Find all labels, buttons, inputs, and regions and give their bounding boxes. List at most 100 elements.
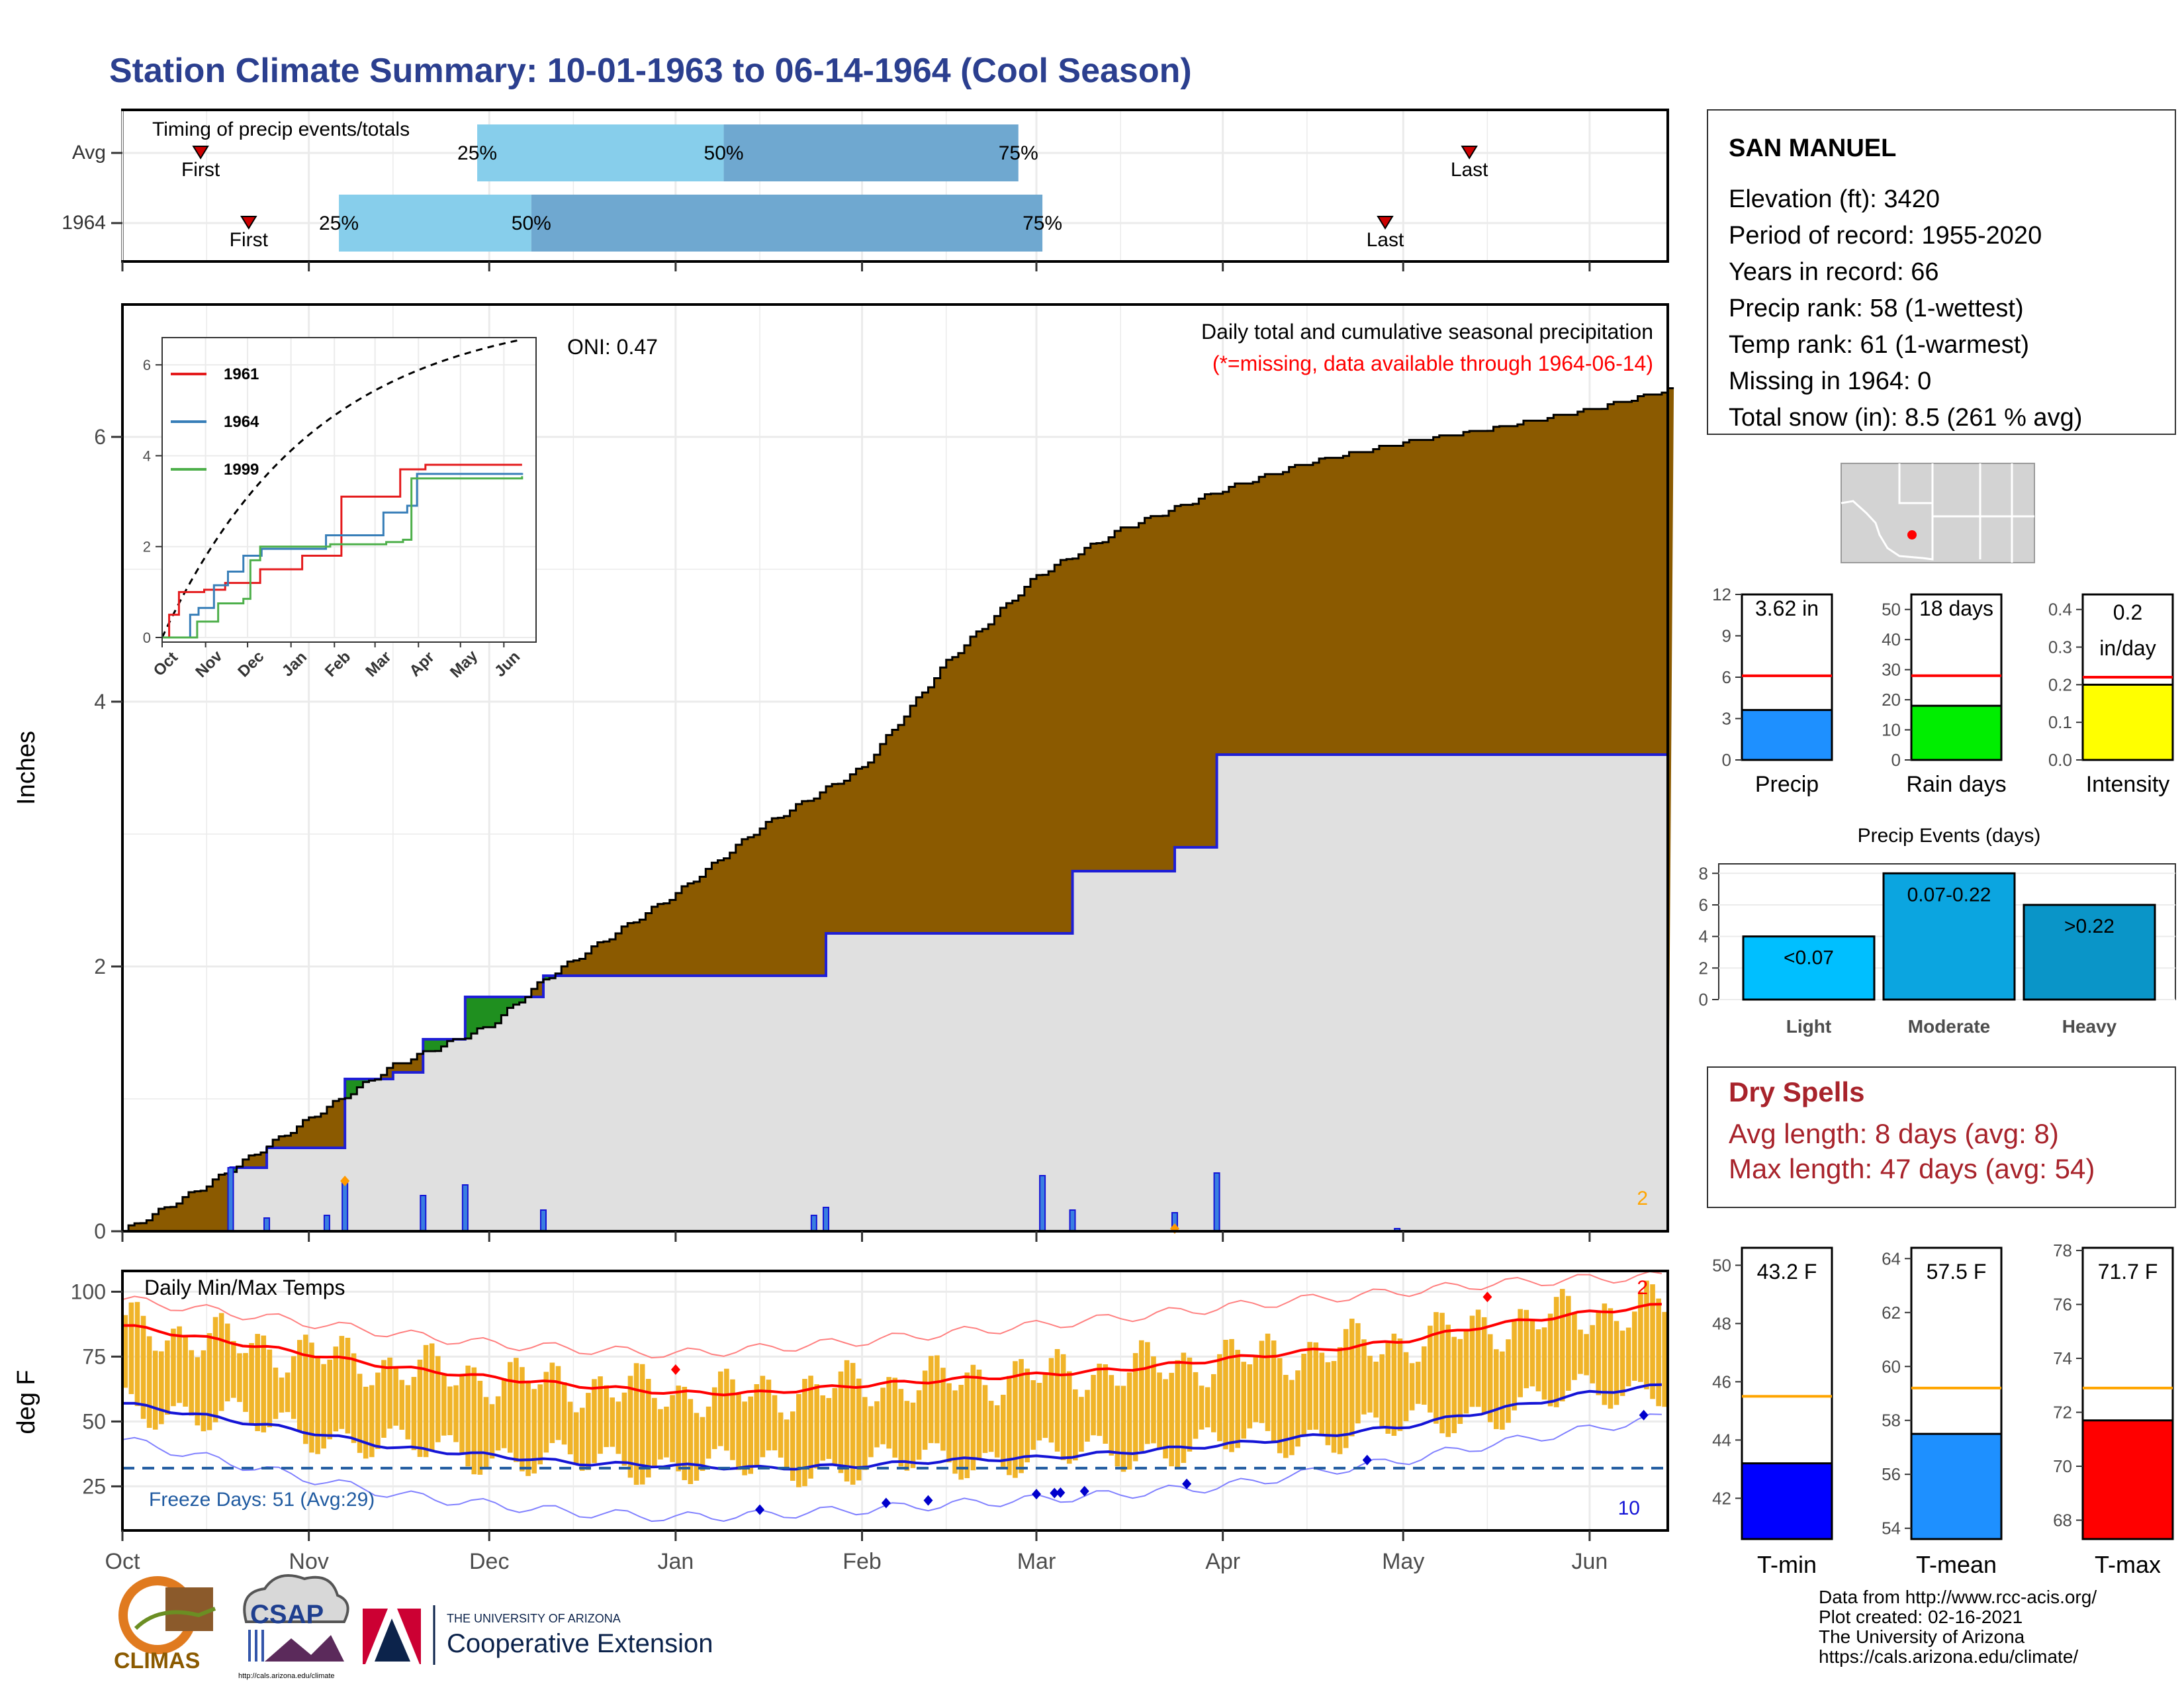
daily-temp-bar xyxy=(357,1374,363,1453)
first-event-label: First xyxy=(230,229,269,251)
daily-temp-bar xyxy=(1103,1364,1109,1444)
daily-temp-bar xyxy=(1175,1360,1181,1469)
daily-temp-bar xyxy=(1313,1342,1319,1430)
temp-title: Daily Min/Max Temps xyxy=(144,1276,345,1299)
daily-temp-bar xyxy=(958,1385,964,1480)
daily-temp-bar xyxy=(429,1343,435,1452)
daily-temp-bar xyxy=(1559,1289,1565,1402)
daily-temp-bar xyxy=(1085,1389,1090,1442)
daily-temp-bar xyxy=(303,1335,308,1444)
daily-temp-bar xyxy=(1054,1349,1060,1452)
month-xtick-label: Apr xyxy=(1205,1549,1240,1574)
events-ytick-label: 0 xyxy=(1699,990,1708,1009)
month-xtick-label: Oct xyxy=(105,1549,140,1574)
events-ytick-label: 8 xyxy=(1699,863,1708,883)
mini-temp-ytick-label: 68 xyxy=(2053,1510,2072,1530)
daily-temp-bar xyxy=(598,1376,603,1454)
precip-panel: 0 2 4 6 Inches Daily total and cumulative s… xyxy=(13,303,1674,1243)
timing-row-1964-label: 1964 xyxy=(62,212,106,234)
daily-temp-bar xyxy=(296,1340,302,1431)
mini-precip-label: Precip xyxy=(1755,772,1819,797)
daily-temp-bar xyxy=(886,1377,891,1449)
daily-temp-bar xyxy=(1138,1340,1144,1452)
daily-temp-bar xyxy=(688,1399,694,1484)
daily-temp-bar xyxy=(784,1419,790,1470)
record-low-marker xyxy=(1050,1487,1060,1499)
timing-bar-25-50 xyxy=(477,124,724,181)
daily-temp-bar xyxy=(808,1376,813,1479)
mini-precip-ytick-label: 9 xyxy=(1722,626,1731,646)
daily-temp-bar xyxy=(171,1329,176,1407)
daily-precip-bar xyxy=(1069,1209,1076,1232)
temp-frame xyxy=(121,1270,1669,1532)
csap-logo: CSAP http://cals.arizona.edu/climate xyxy=(238,1574,349,1680)
daily-temp-bar xyxy=(1000,1395,1006,1467)
daily-temp-bar xyxy=(543,1372,549,1453)
daily-temp-bar xyxy=(495,1396,501,1451)
mini-precip-value: 3.62 in xyxy=(1755,596,1819,620)
daily-temp-bar xyxy=(567,1401,573,1455)
avg-max-line xyxy=(122,1303,1662,1397)
daily-temp-bar xyxy=(369,1385,375,1458)
timing-bars: 25% 50% 75% First Last 25% 50% 75% First Last xyxy=(181,124,1488,252)
record-low-marker xyxy=(1079,1485,1089,1497)
record-min-line xyxy=(122,1413,1662,1523)
daily-temp-bar xyxy=(1625,1327,1631,1387)
page-title: Station Climate Summary: 10-01-1963 to 0… xyxy=(109,52,1192,90)
daily-temp-bar xyxy=(964,1372,970,1478)
timing-p25-label: 25% xyxy=(319,212,359,234)
month-xtick-label: Feb xyxy=(842,1549,882,1574)
daily-temp-bar xyxy=(212,1317,218,1423)
daily-temp-bar xyxy=(537,1384,543,1465)
record-low-marker xyxy=(1639,1409,1649,1421)
inset-series-1964 xyxy=(162,473,523,639)
daily-temp-bar xyxy=(291,1356,296,1419)
mini-temp-ytick-label: 64 xyxy=(1882,1248,1901,1268)
inset-ytick-label: 2 xyxy=(143,539,151,555)
timing-p50-label: 50% xyxy=(512,212,551,234)
daily-temp-bar xyxy=(952,1390,958,1474)
timing-p50-label: 50% xyxy=(704,142,744,164)
mini-precip-ytick-label: 0 xyxy=(1722,750,1731,770)
mini-temp-ytick-label: 46 xyxy=(1712,1372,1731,1391)
csap-cloud xyxy=(243,1574,349,1623)
credit-url: https://cals.arizona.edu/climate/ xyxy=(1819,1646,2078,1667)
temp-ytick-label: 75 xyxy=(82,1344,106,1368)
daily-temp-bar xyxy=(705,1406,711,1459)
daily-temp-bar xyxy=(1217,1354,1222,1442)
credit-data-source: Data from http://www.rcc-acis.org/ xyxy=(1819,1587,2097,1607)
daily-temp-bar xyxy=(1494,1349,1499,1429)
daily-precip-bar xyxy=(420,1195,427,1232)
station-temp-rank: Temp rank: 61 (1-warmest) xyxy=(1729,331,2029,359)
daily-temp-bar xyxy=(1289,1380,1295,1456)
daily-temp-bar xyxy=(1602,1303,1608,1405)
events-ytick-label: 2 xyxy=(1699,958,1708,978)
daily-temp-bar xyxy=(465,1365,471,1467)
events-category-label: Moderate xyxy=(1908,1016,1990,1037)
snow-marker xyxy=(340,1176,350,1186)
mini-precip-ytick-label: 30 xyxy=(1882,660,1901,680)
daily-temp-bar xyxy=(633,1363,639,1485)
daily-temp-bar xyxy=(441,1374,447,1436)
daily-temp-bar xyxy=(970,1364,976,1471)
mini-precip-ytick-label: 12 xyxy=(1712,585,1731,604)
daily-temp-bar xyxy=(802,1379,807,1487)
daily-temp-bar xyxy=(766,1380,772,1451)
daily-precip-bar xyxy=(461,1184,469,1232)
daily-temp-bar xyxy=(682,1387,688,1481)
temp-yaxis: 25 50 75 100 xyxy=(71,1280,122,1498)
daily-temp-bar xyxy=(1512,1321,1517,1411)
timing-panel: 25% 50% 75% First Last 25% 50% 75% First Last Tim… xyxy=(62,109,1669,271)
daily-temp-bar xyxy=(1397,1338,1403,1431)
daily-temp-bar xyxy=(652,1397,657,1468)
credits: Data from http://www.rcc-acis.org/ Plot … xyxy=(1819,1587,2097,1667)
daily-temp-bar xyxy=(1584,1334,1589,1376)
map-state-lines xyxy=(1931,463,2034,563)
events-bar-label: 0.07-0.22 xyxy=(1907,884,1991,906)
daily-temp-bar xyxy=(700,1417,705,1472)
mini-precip-ytick-label: 0.0 xyxy=(2048,750,2072,770)
daily-temp-bar xyxy=(1428,1325,1433,1413)
timing-title: Timing of precip events/totals xyxy=(152,118,410,140)
daily-temp-bar xyxy=(1403,1352,1409,1421)
